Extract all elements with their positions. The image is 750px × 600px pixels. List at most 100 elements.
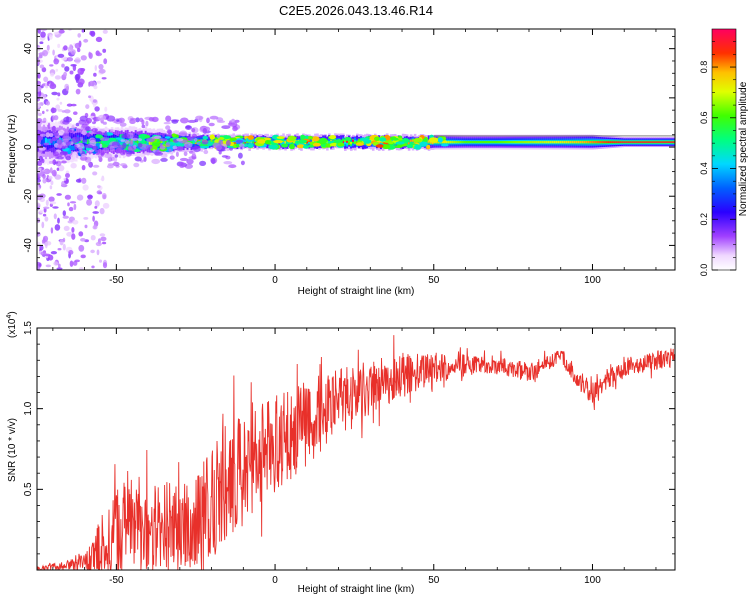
heatmap-noise: [98, 191, 103, 195]
snr-panel: -50 0 50 100 0.5 1.0 1.5 Height of straight li…: [6, 311, 676, 595]
heatmap-noise: [61, 146, 66, 150]
heatmap-cell: [252, 141, 255, 144]
heatmap-noise: [88, 95, 92, 98]
heatmap-blob: [311, 136, 320, 142]
heatmap-noise: [97, 185, 101, 189]
heatmap-noise: [87, 195, 93, 199]
heatmap-noise: [124, 139, 130, 144]
colorbar-tick-label: 0.4: [699, 162, 709, 175]
heatmap-noise: [84, 120, 90, 126]
heatmap-noise: [94, 106, 100, 112]
heatmap-noise: [52, 151, 60, 157]
heatmap-noise: [37, 241, 41, 247]
heatmap-noise: [39, 245, 44, 251]
heatmap-noise: [94, 65, 98, 71]
heatmap-noise: [183, 151, 188, 157]
heatmap-noise: [40, 94, 47, 100]
heatmap-noise: [186, 158, 194, 165]
heatmap-cell: [42, 138, 46, 145]
heatmap-noise: [91, 145, 99, 150]
heatmap-blob: [281, 143, 289, 148]
heatmap-noise: [141, 124, 146, 129]
heatmap-cell: [623, 141, 626, 143]
heatmap-cell: [40, 137, 44, 145]
heatmap-cell: [447, 141, 451, 144]
heatmap-noise: [49, 133, 54, 138]
heatmap-noise: [65, 85, 69, 92]
heatmap-cell: [328, 137, 331, 145]
heatmap-cell: [308, 139, 311, 143]
heatmap-cell: [515, 141, 519, 144]
heatmap-cell: [529, 141, 533, 144]
heatmap-noise: [192, 146, 201, 153]
heatmap-noise: [55, 127, 62, 131]
heatmap-noise: [98, 68, 106, 74]
heatmap-cell: [505, 141, 509, 144]
heatmap-noise: [113, 156, 118, 163]
heatmap-blob: [288, 143, 295, 150]
heatmap-noise: [89, 139, 97, 146]
heatmap-noise: [57, 263, 61, 268]
heatmap-noise: [176, 146, 184, 152]
heatmap-cell: [523, 141, 527, 144]
heatmap-cell: [597, 141, 600, 144]
heatmap-cell: [196, 139, 200, 143]
heatmap-cell: [579, 141, 582, 144]
heatmap-noise: [161, 153, 168, 159]
heatmap-cell: [354, 141, 357, 144]
heatmap-noise: [94, 200, 100, 207]
heatmap-noise: [138, 130, 143, 135]
colorbar: 0.0 0.2 0.4 0.6 0.8 Normalized spectral ampl…: [699, 28, 749, 276]
heatmap-noise: [100, 152, 104, 157]
heatmap-noise: [54, 224, 61, 231]
heatmap-cell: [495, 141, 499, 144]
heatmap-noise: [42, 110, 45, 115]
heatmap-noise: [179, 161, 185, 168]
heatmap-noise: [79, 136, 84, 141]
heatmap-noise: [57, 217, 60, 224]
heatmap-noise: [92, 215, 95, 222]
heatmap-noise: [216, 120, 226, 123]
heatmap-cell: [563, 141, 566, 144]
heatmap-noise: [43, 142, 50, 146]
heatmap-noise: [95, 36, 103, 43]
heatmap-noise: [53, 31, 59, 35]
heatmap-noise: [187, 136, 194, 141]
heatmap-blob: [392, 137, 399, 141]
heatmap-cell: [657, 141, 660, 143]
heatmap-blob: [302, 145, 310, 149]
heatmap-noise: [100, 137, 110, 142]
y-tick-label: 1.0: [23, 401, 34, 415]
heatmap-noise: [43, 76, 49, 83]
heatmap-blob: [171, 133, 177, 137]
heatmap-noise: [38, 155, 43, 162]
heatmap-noise: [74, 74, 80, 81]
heatmap-noise: [99, 143, 103, 148]
heatmap-cell: [635, 141, 638, 143]
heatmap-noise: [225, 140, 231, 146]
heatmap-blob: [230, 137, 237, 141]
heatmap-noise: [102, 241, 107, 245]
heatmap-cell: [627, 141, 630, 143]
heatmap-noise: [163, 121, 171, 125]
heatmap-cell: [659, 141, 662, 143]
heatmap-noise: [42, 178, 47, 184]
heatmap-noise: [95, 131, 103, 135]
x-tick-label: 50: [428, 275, 440, 286]
heatmap-noise: [172, 145, 178, 150]
heatmap-noise: [80, 254, 86, 259]
heatmap-noise: [52, 206, 59, 209]
heatmap-noise: [68, 206, 74, 212]
heatmap-cell: [587, 141, 590, 144]
heatmap-noise: [119, 122, 127, 127]
heatmap-blob: [268, 144, 278, 150]
heatmap-noise: [115, 147, 122, 154]
heatmap-cell: [503, 141, 507, 144]
heatmap-cell: [617, 141, 620, 143]
heatmap-cell: [525, 141, 529, 144]
heatmap-noise: [55, 104, 61, 110]
heatmap-cell: [487, 141, 491, 144]
heatmap-noise: [42, 173, 46, 180]
heatmap-noise: [57, 248, 62, 251]
heatmap-cell: [431, 142, 435, 145]
